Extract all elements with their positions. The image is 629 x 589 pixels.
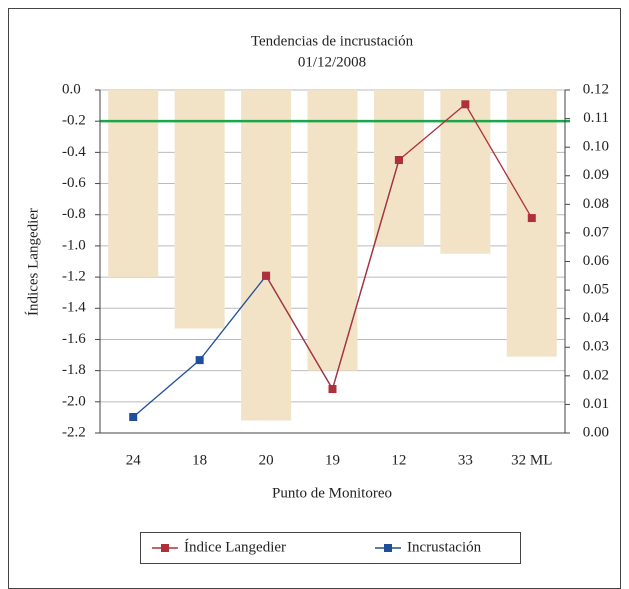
legend-label: Índice Langedier — [184, 538, 286, 555]
y-tick-label: -0.8 — [62, 206, 86, 222]
y2-tick-label: 0.03 — [583, 339, 609, 355]
y2-tick-label: 0.06 — [583, 253, 610, 269]
y2-tick-label: 0.00 — [583, 424, 609, 440]
legend-marker — [161, 544, 169, 552]
y-tick-label: -1.2 — [62, 269, 86, 285]
series-marker — [262, 271, 271, 280]
x-tick-label: 19 — [325, 452, 340, 468]
y-tick-label: -2.0 — [62, 393, 86, 409]
bar — [307, 90, 358, 371]
y-tick-label: -0.2 — [62, 113, 86, 129]
y2-tick-label: 0.07 — [583, 224, 610, 240]
y2-tick-label: 0.02 — [583, 367, 609, 383]
y-tick-label: 0.0 — [62, 81, 81, 97]
x-tick-label: 32 ML — [511, 452, 552, 468]
y2-tick-label: 0.10 — [583, 139, 609, 155]
x-tick-label: 12 — [391, 452, 406, 468]
legend-marker — [384, 544, 392, 552]
y2-tick-label: 0.09 — [583, 167, 609, 183]
y-tick-label: -0.4 — [62, 144, 86, 160]
series-marker — [527, 214, 536, 223]
bar — [108, 90, 159, 278]
y-tick-label: -1.6 — [62, 331, 86, 347]
legend-label: Incrustación — [407, 539, 482, 555]
y2-tick-label: 0.11 — [583, 110, 609, 126]
y2-tick-label: 0.04 — [583, 310, 610, 326]
chart-subtitle: 01/12/2008 — [298, 54, 366, 70]
x-tick-label: 18 — [192, 452, 207, 468]
series-marker — [461, 100, 470, 109]
y-axis-label: Índices Langedier — [24, 208, 41, 316]
y-tick-label: -0.6 — [62, 175, 86, 191]
y2-tick-label: 0.01 — [583, 396, 609, 412]
y-tick-label: -1.4 — [62, 300, 86, 316]
y2-tick-label: 0.05 — [583, 282, 609, 298]
chart-title: Tendencias de incrustación — [251, 33, 414, 49]
bar — [174, 90, 225, 329]
bar — [506, 90, 557, 357]
series-marker — [394, 156, 403, 165]
legend-box — [140, 532, 521, 564]
bar — [241, 90, 292, 421]
bar — [373, 90, 424, 246]
x-tick-label: 24 — [126, 452, 142, 468]
y-tick-label: -1.8 — [62, 362, 86, 378]
x-tick-label: 20 — [259, 452, 274, 468]
y-tick-label: -1.0 — [62, 237, 86, 253]
y2-tick-label: 0.08 — [583, 196, 609, 212]
y-tick-label: -2.2 — [62, 424, 86, 440]
series-marker — [328, 384, 337, 393]
bar — [440, 90, 491, 254]
series-marker — [129, 412, 138, 421]
series-marker — [195, 356, 204, 365]
x-axis-label: Punto de Monitoreo — [272, 485, 392, 501]
x-tick-label: 33 — [458, 452, 473, 468]
y2-tick-label: 0.12 — [583, 81, 609, 97]
